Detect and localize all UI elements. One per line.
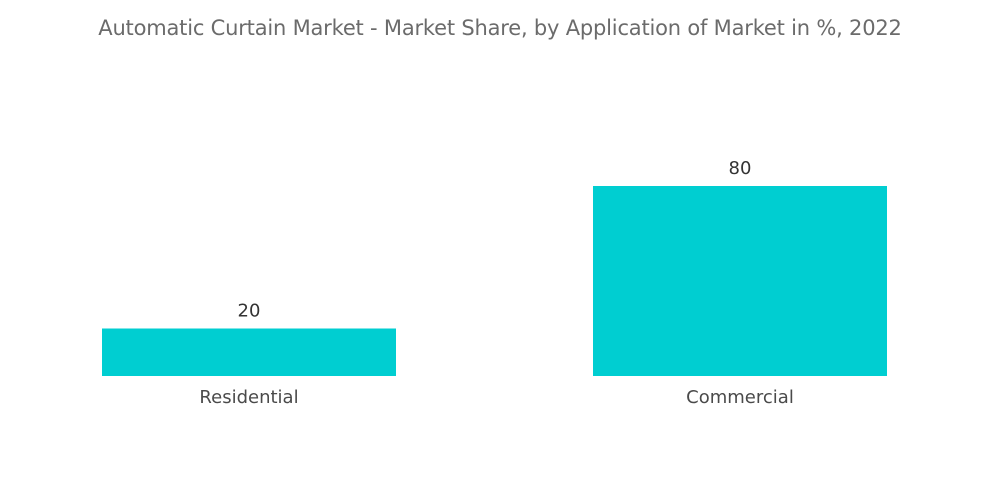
x-tick-label-residential: Residential [199, 387, 298, 408]
x-tick-label-commercial: Commercial [686, 387, 794, 408]
bar-residential [102, 328, 396, 376]
bar-commercial [593, 186, 887, 376]
data-label-commercial: 80 [729, 158, 752, 179]
data-label-residential: 20 [238, 301, 261, 322]
chart-title: Automatic Curtain Market - Market Share,… [98, 16, 902, 40]
